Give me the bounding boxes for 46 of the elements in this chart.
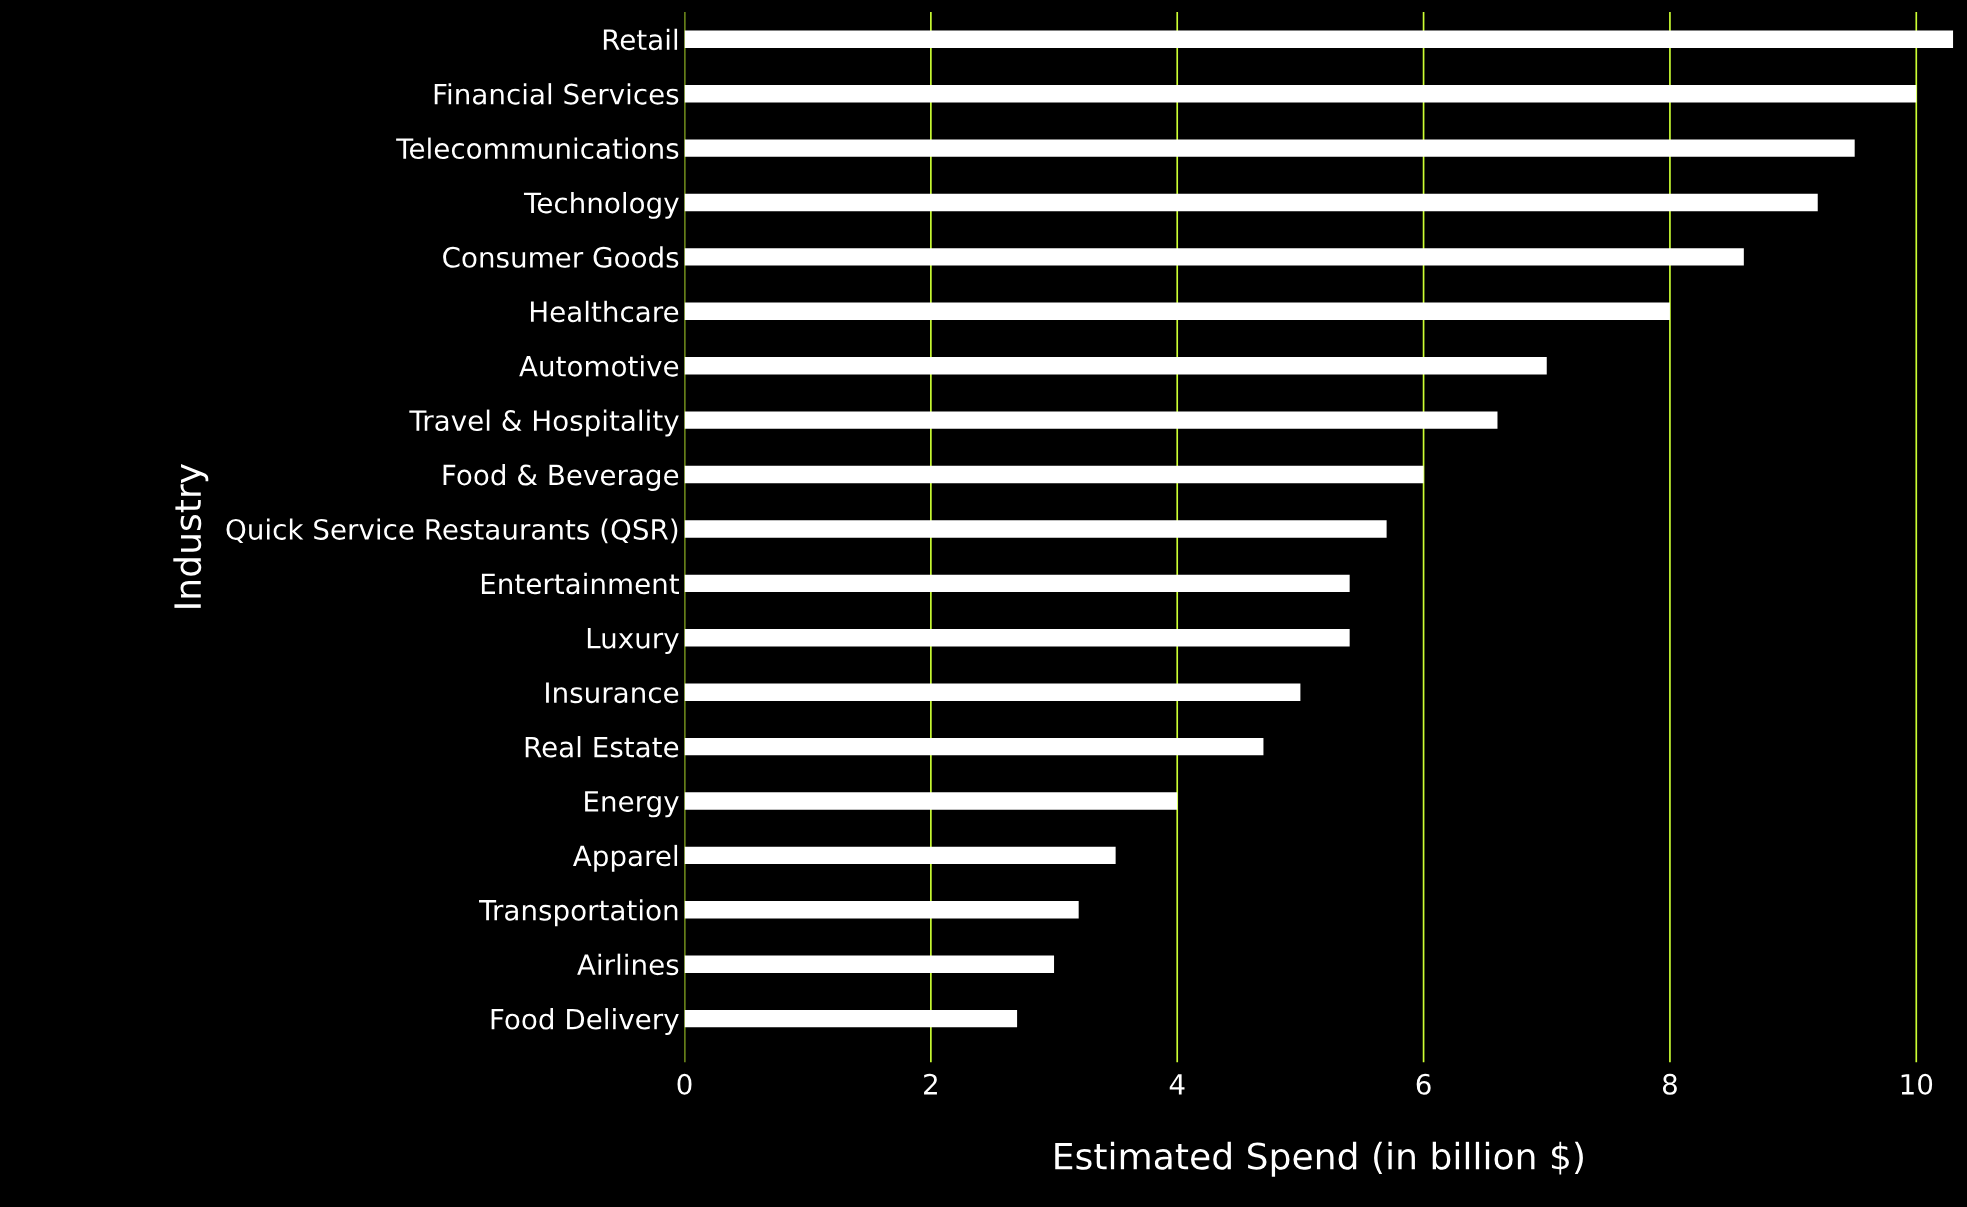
x-tick-label: 8 <box>1662 1073 1677 1095</box>
bar <box>684 846 1116 865</box>
bar <box>684 84 1917 103</box>
x-tick-label: 2 <box>924 1073 937 1095</box>
y-axis-title: Industry <box>173 463 209 608</box>
y-tick-label: Transportation <box>479 899 678 927</box>
bar <box>684 1009 1018 1028</box>
bar <box>684 901 1079 919</box>
bar <box>684 955 1055 973</box>
bar <box>684 30 1954 48</box>
y-tick-label: Luxury <box>587 628 679 655</box>
y-tick-label: Airlines <box>577 953 679 976</box>
bar <box>684 792 1178 810</box>
y-tick-label: Retail <box>603 28 678 51</box>
bar <box>684 737 1264 756</box>
x-axis-title: Estimated Spend (in billion $) <box>1055 1141 1583 1177</box>
y-tick-label: Energy <box>585 791 679 818</box>
bar <box>684 465 1424 484</box>
y-tick-label: Insurance <box>546 682 679 704</box>
bar <box>684 574 1350 593</box>
y-tick-label: Food & Beverage <box>443 463 679 491</box>
x-tick-label: 0 <box>677 1073 692 1095</box>
bar <box>684 139 1855 157</box>
bar <box>684 193 1818 212</box>
bar <box>684 302 1670 321</box>
y-tick-label: Food Delivery <box>491 1008 679 1035</box>
y-tick-label: Telecommunications <box>396 137 679 160</box>
y-tick-label: Entertainment <box>481 572 679 595</box>
bar <box>684 683 1301 701</box>
x-tick-label: 6 <box>1416 1073 1431 1095</box>
y-tick-label: Real Estate <box>525 736 679 758</box>
bar <box>684 629 1350 647</box>
bar <box>684 357 1547 375</box>
x-tick-label: 4 <box>1169 1074 1185 1095</box>
y-tick-label: Technology <box>523 191 679 219</box>
bar <box>684 248 1744 266</box>
bar <box>684 411 1498 429</box>
y-tick-label: Quick Service Restaurants (QSR) <box>226 518 678 544</box>
y-tick-label: Apparel <box>572 844 678 872</box>
y-tick-label: Consumer Goods <box>443 246 679 268</box>
y-tick-label: Automotive <box>519 355 679 377</box>
y-tick-label: Financial Services <box>434 83 679 105</box>
y-tick-label: Travel & Hospitality <box>409 409 679 437</box>
y-tick-label: Healthcare <box>530 300 679 323</box>
x-tick-label: 10 <box>1901 1073 1933 1095</box>
bar <box>684 520 1387 538</box>
